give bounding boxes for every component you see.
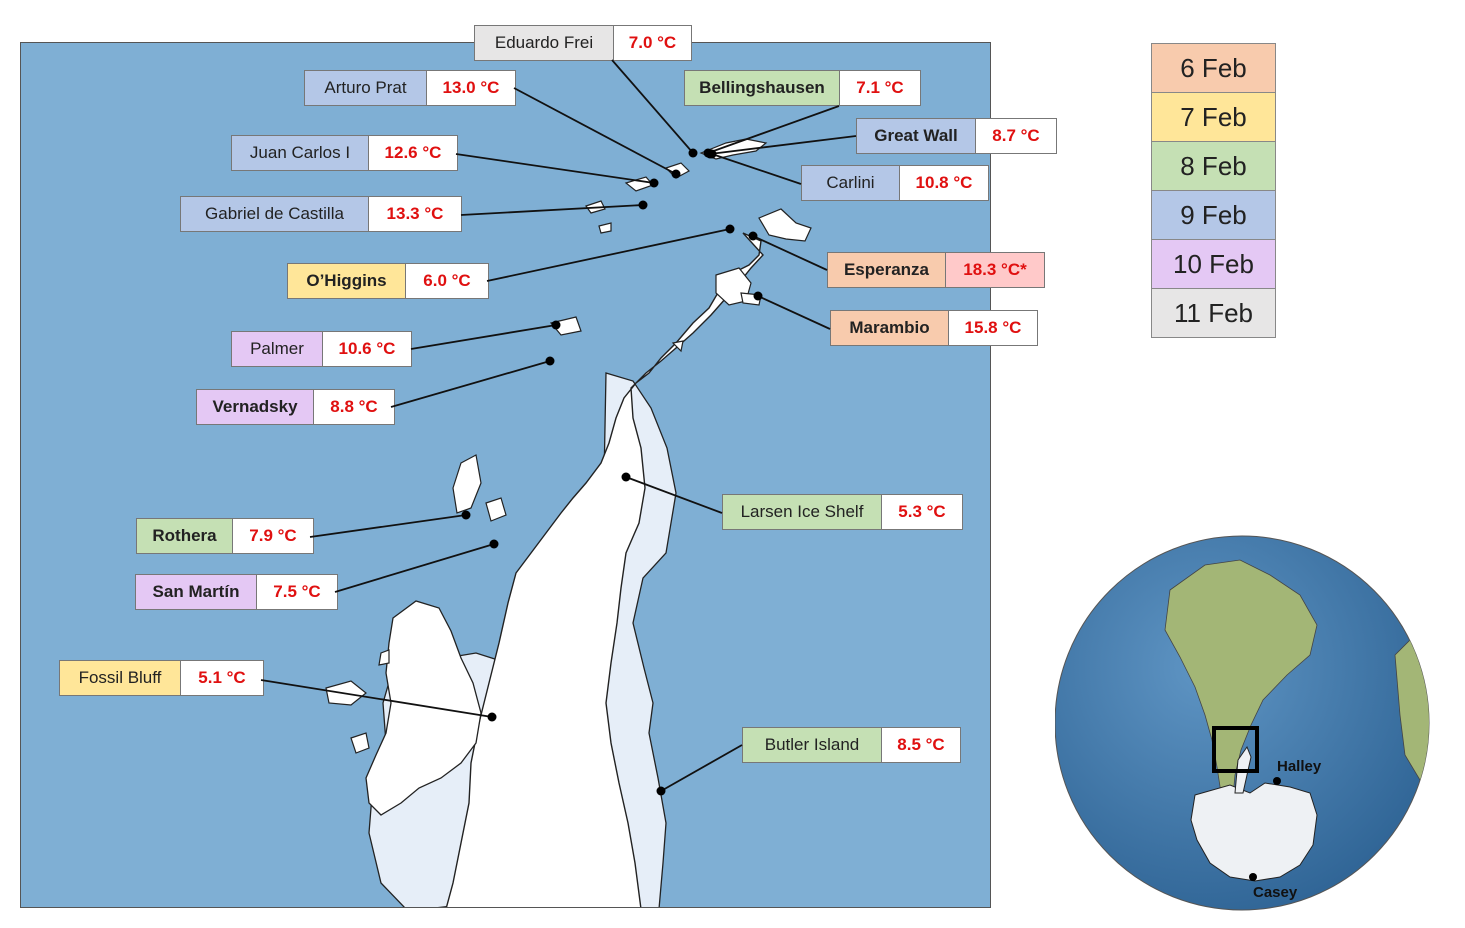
station-label-san-mart-n: San Martín 7.5 °C	[135, 574, 338, 610]
station-label-eduardo-frei: Eduardo Frei 7.0 °C	[474, 25, 692, 61]
station-name: Bellingshausen	[685, 71, 840, 105]
globe-inset: Halley Casey	[1055, 535, 1430, 911]
station-name: Esperanza	[828, 253, 946, 287]
station-label-great-wall: Great Wall 8.7 °C	[856, 118, 1057, 154]
station-temperature: 10.6 °C	[323, 332, 411, 366]
antarctic-peninsula	[445, 232, 764, 907]
antarctica	[1190, 782, 1318, 882]
station-name: Larsen Ice Shelf	[723, 495, 882, 529]
station-temperature: 7.9 °C	[233, 519, 313, 553]
station-temperature: 12.6 °C	[369, 136, 457, 170]
station-name: Arturo Prat	[305, 71, 427, 105]
station-label-butler-island: Butler Island 8.5 °C	[742, 727, 961, 763]
legend-item: 6 Feb	[1151, 43, 1276, 93]
station-label-palmer: Palmer 10.6 °C	[231, 331, 412, 367]
station-name: Carlini	[802, 166, 900, 200]
casey-dot	[1249, 873, 1257, 881]
station-temperature: 15.8 °C	[949, 311, 1037, 345]
station-name: O’Higgins	[288, 264, 406, 298]
legend-item: 9 Feb	[1151, 190, 1276, 240]
station-label-juan-carlos-i: Juan Carlos I 12.6 °C	[231, 135, 458, 171]
station-name: Juan Carlos I	[232, 136, 369, 170]
south-shetland-islands	[585, 138, 768, 234]
halley-dot	[1273, 777, 1281, 785]
station-name: San Martín	[136, 575, 257, 609]
station-temperature: 5.1 °C	[181, 661, 263, 695]
station-temperature: 7.0 °C	[614, 26, 691, 60]
station-label-marambio: Marambio 15.8 °C	[830, 310, 1038, 346]
station-temperature: 13.0 °C	[427, 71, 515, 105]
legend-item: 11 Feb	[1151, 288, 1276, 338]
legend-item: 8 Feb	[1151, 141, 1276, 191]
station-name: Marambio	[831, 311, 949, 345]
station-label-rothera: Rothera 7.9 °C	[136, 518, 314, 554]
station-temperature: 8.8 °C	[314, 390, 394, 424]
inset-box	[1212, 726, 1259, 773]
station-name: Butler Island	[743, 728, 882, 762]
halley-label: Halley	[1277, 758, 1322, 775]
station-name: Eduardo Frei	[475, 26, 614, 60]
south-america	[1164, 559, 1318, 816]
station-name: Palmer	[232, 332, 323, 366]
station-temperature: 13.3 °C	[369, 197, 461, 231]
station-temperature: 8.5 °C	[882, 728, 960, 762]
station-label-vernadsky: Vernadsky 8.8 °C	[196, 389, 395, 425]
legend-item: 10 Feb	[1151, 239, 1276, 289]
station-name: Gabriel de Castilla	[181, 197, 369, 231]
station-temperature: 10.8 °C	[900, 166, 988, 200]
station-label-fossil-bluff: Fossil Bluff 5.1 °C	[59, 660, 264, 696]
station-temperature: 8.7 °C	[976, 119, 1056, 153]
station-name: Fossil Bluff	[60, 661, 181, 695]
station-label-gabriel-de-castilla: Gabriel de Castilla 13.3 °C	[180, 196, 462, 232]
station-temperature: 7.1 °C	[840, 71, 920, 105]
casey-label: Casey	[1253, 884, 1298, 901]
station-label-esperanza: Esperanza 18.3 °C*	[827, 252, 1045, 288]
station-label-larsen-ice-shelf: Larsen Ice Shelf 5.3 °C	[722, 494, 963, 530]
station-temperature: 18.3 °C*	[946, 253, 1044, 287]
station-temperature: 5.3 °C	[882, 495, 962, 529]
station-label-o-higgins: O’Higgins 6.0 °C	[287, 263, 489, 299]
station-label-bellingshausen: Bellingshausen 7.1 °C	[684, 70, 921, 106]
station-temperature: 6.0 °C	[406, 264, 488, 298]
station-name: Great Wall	[857, 119, 976, 153]
legend-item: 7 Feb	[1151, 92, 1276, 142]
station-name: Rothera	[137, 519, 233, 553]
station-label-carlini: Carlini 10.8 °C	[801, 165, 989, 201]
station-name: Vernadsky	[197, 390, 314, 424]
date-legend: 6 Feb 7 Feb 8 Feb 9 Feb 10 Feb 11 Feb	[1151, 43, 1276, 338]
station-temperature: 7.5 °C	[257, 575, 337, 609]
station-label-arturo-prat: Arturo Prat 13.0 °C	[304, 70, 516, 106]
